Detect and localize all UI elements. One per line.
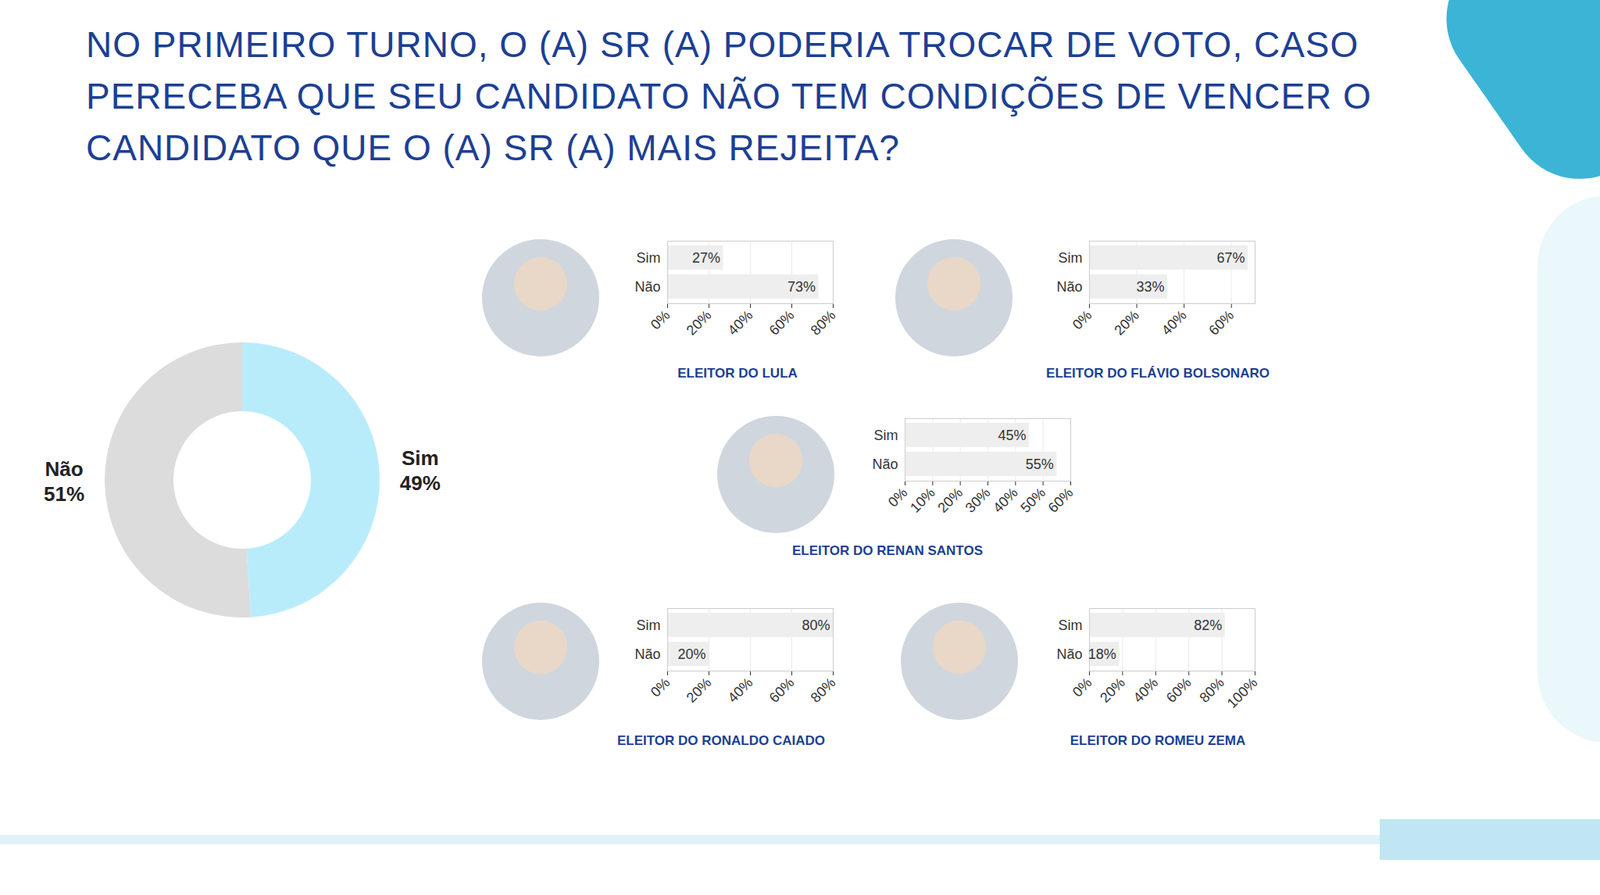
svg-text:20%: 20%	[683, 674, 715, 706]
svg-text:80%: 80%	[1196, 674, 1228, 706]
svg-text:Sim: Sim	[636, 617, 661, 633]
svg-text:80%: 80%	[801, 617, 830, 633]
svg-text:55%: 55%	[1025, 456, 1054, 472]
svg-text:60%: 60%	[1205, 307, 1237, 339]
html-text:ELEITOR DO RENAN SANTOS: ELEITOR DO RENAN SANTOS	[792, 542, 983, 558]
svg-text:0%: 0%	[647, 307, 674, 333]
html-text:ELEITOR DO RONALDO CAIADO: ELEITOR DO RONALDO CAIADO	[617, 732, 825, 748]
svg-text:30%: 30%	[962, 484, 994, 516]
svg-text:40%: 40%	[1158, 307, 1190, 339]
svg-text:20%: 20%	[934, 484, 966, 516]
svg-text:0%: 0%	[647, 674, 674, 700]
svg-text:20%: 20%	[677, 646, 706, 662]
svg-text:Sim: Sim	[1058, 250, 1083, 266]
svg-text:20%: 20%	[683, 307, 715, 339]
svg-text:Não: Não	[1056, 278, 1083, 295]
svg-text:40%: 40%	[989, 484, 1022, 516]
svg-text:45%: 45%	[997, 427, 1026, 443]
svg-text:33%: 33%	[1135, 278, 1165, 295]
svg-text:18%: 18%	[1088, 646, 1117, 662]
svg-text:Não51%: Não51%	[43, 457, 85, 506]
svg-text:20%: 20%	[1110, 307, 1143, 339]
svg-text:40%: 40%	[725, 674, 757, 706]
svg-text:Sim: Sim	[636, 250, 661, 266]
svg-text:60%: 60%	[766, 307, 798, 339]
svg-text:Não: Não	[1056, 646, 1083, 662]
svg-text:67%: 67%	[1216, 250, 1245, 266]
html-text:NO PRIMEIRO TURNO, O (A) SR (A: NO PRIMEIRO TURNO, O (A) SR (A) PODERIA …	[85, 24, 1372, 168]
svg-text:50%: 50%	[1017, 484, 1049, 516]
svg-text:Sim49%: Sim49%	[400, 446, 441, 495]
svg-text:Sim: Sim	[1058, 617, 1083, 633]
svg-text:20%: 20%	[1096, 674, 1129, 706]
svg-text:10%: 10%	[907, 484, 939, 516]
svg-text:60%: 60%	[1163, 674, 1195, 706]
html-text:ELEITOR DO FLÁVIO BOLSONARO: ELEITOR DO FLÁVIO BOLSONARO	[1046, 365, 1270, 381]
html-text:ELEITOR DO LULA: ELEITOR DO LULA	[677, 365, 798, 381]
svg-text:Não: Não	[871, 456, 898, 472]
svg-text:Sim: Sim	[874, 427, 899, 443]
svg-text:0%: 0%	[885, 484, 911, 511]
svg-text:0%: 0%	[1069, 674, 1096, 700]
svg-text:60%: 60%	[1045, 484, 1077, 516]
svg-text:73%: 73%	[787, 278, 816, 295]
svg-text:27%: 27%	[692, 250, 721, 266]
svg-text:82%: 82%	[1193, 617, 1222, 633]
svg-text:100%: 100%	[1224, 674, 1261, 711]
svg-text:40%: 40%	[725, 307, 757, 339]
svg-text:80%: 80%	[807, 674, 840, 706]
svg-text:60%: 60%	[766, 674, 798, 706]
svg-text:40%: 40%	[1130, 674, 1162, 706]
svg-text:80%: 80%	[807, 307, 840, 339]
svg-text:0%: 0%	[1069, 307, 1096, 333]
svg-text:Não: Não	[634, 646, 661, 662]
svg-text:Não: Não	[634, 278, 661, 295]
html-text:ELEITOR DO ROMEU ZEMA: ELEITOR DO ROMEU ZEMA	[1070, 732, 1246, 748]
